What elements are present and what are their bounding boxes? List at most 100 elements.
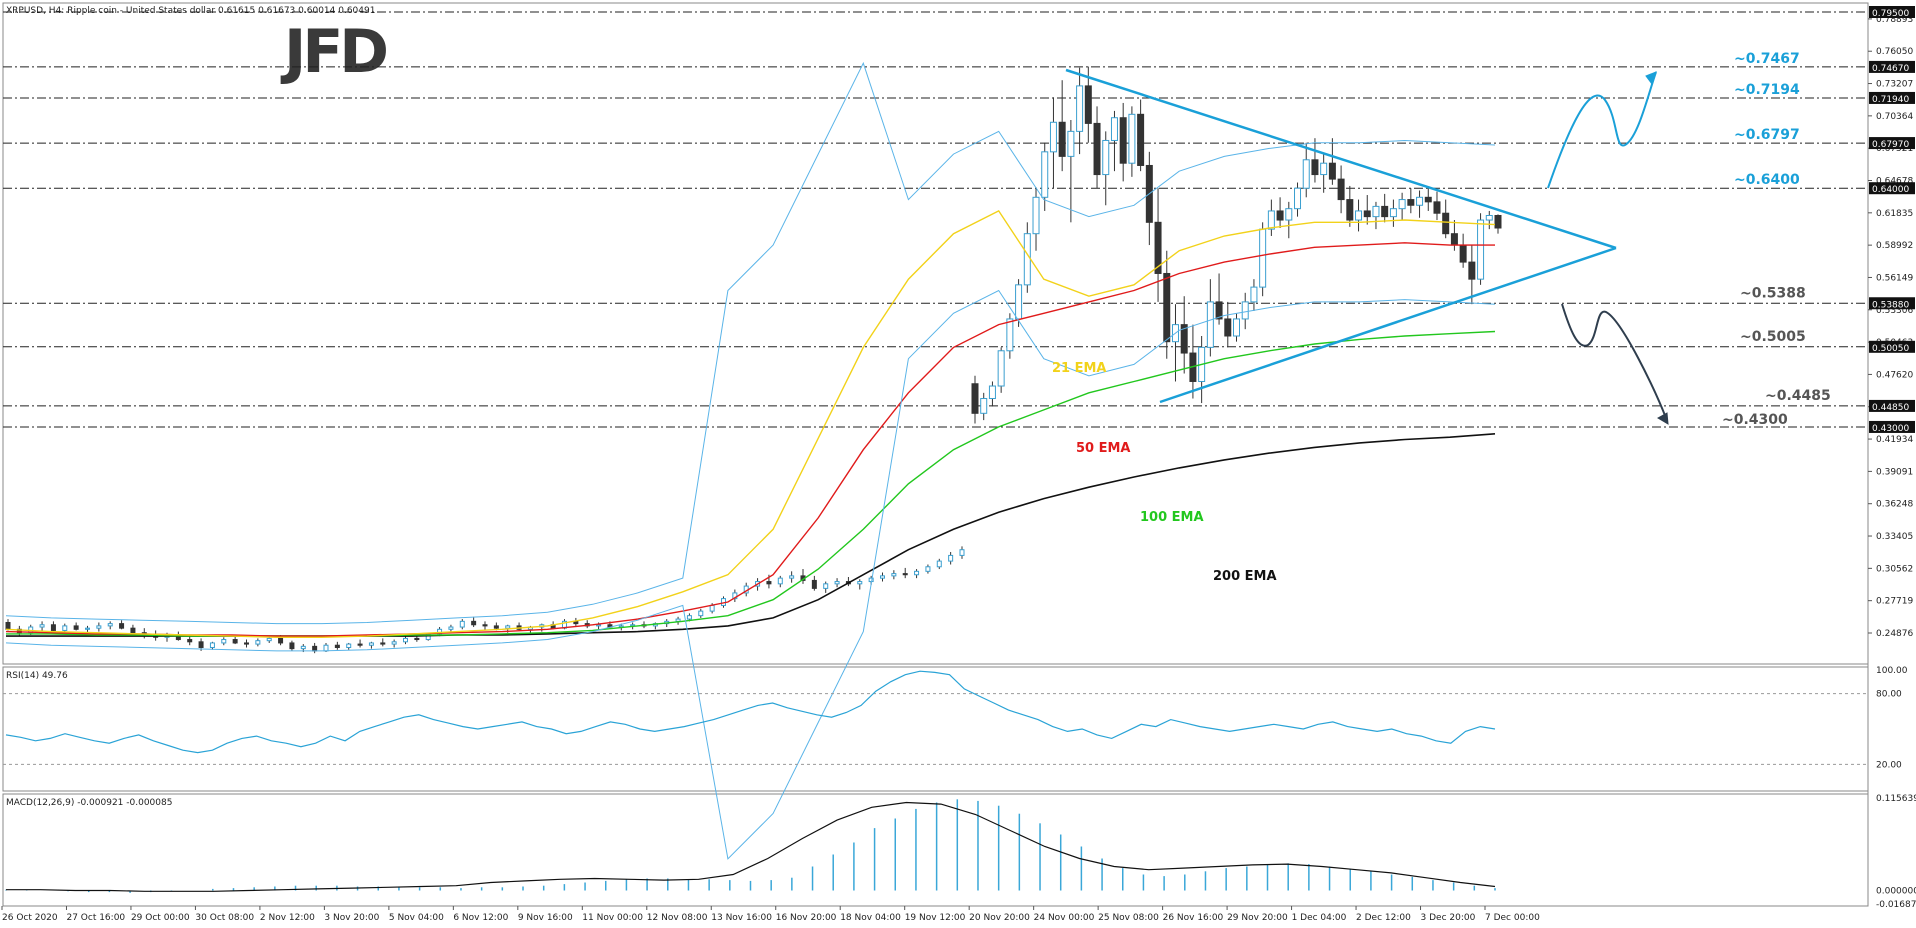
candle-bullish bbox=[914, 570, 920, 576]
candle-bearish bbox=[1363, 210, 1371, 218]
candle-bearish bbox=[198, 641, 204, 648]
jfd-logo: JFD bbox=[284, 17, 389, 87]
x-tick-label: 11 Nov 00:00 bbox=[582, 913, 643, 923]
ema-50-line bbox=[5, 242, 1495, 637]
level-price-tag bbox=[1869, 420, 1915, 433]
x-tick-label: 20 Nov 20:00 bbox=[969, 913, 1030, 923]
candle-bearish bbox=[1442, 212, 1450, 235]
x-tick-label: 26 Nov 16:00 bbox=[1163, 913, 1224, 923]
candle-bullish bbox=[505, 625, 511, 629]
candle-bearish bbox=[1468, 261, 1476, 280]
candle-bearish bbox=[244, 642, 249, 645]
ema-21-line bbox=[5, 209, 1496, 638]
candle-bearish bbox=[971, 383, 979, 414]
candle-bearish bbox=[414, 637, 420, 641]
candle-bullish bbox=[709, 604, 715, 612]
candle-bullish bbox=[880, 575, 885, 579]
x-tick-label: 29 Oct 00:00 bbox=[131, 913, 190, 923]
candle-bearish bbox=[1154, 221, 1162, 274]
candle-bearish bbox=[232, 639, 238, 644]
candle-bearish bbox=[766, 581, 772, 585]
candle-bullish bbox=[789, 575, 795, 579]
x-tick-label: 19 Nov 12:00 bbox=[905, 913, 966, 923]
triangle-upper-trendline bbox=[1065, 68, 1617, 250]
x-tick-label: 26 Oct 2020 bbox=[2, 913, 58, 923]
ema-label: 21 EMA bbox=[1052, 361, 1107, 376]
level-price-tag-label: 0.71940 bbox=[1872, 95, 1909, 105]
y-tick-label: 0.56149 bbox=[1876, 273, 1913, 283]
candle-bullish bbox=[96, 625, 102, 629]
level-price-tag-label: 0.44850 bbox=[1872, 403, 1909, 413]
level-price-tag bbox=[1869, 399, 1915, 412]
candle-bullish bbox=[1023, 233, 1031, 286]
level-label: ~0.6400 bbox=[1734, 172, 1800, 188]
candle-bearish bbox=[289, 642, 295, 650]
candle-bearish bbox=[1084, 85, 1092, 124]
candle-bullish bbox=[777, 577, 783, 585]
y-tick-label: 0.39091 bbox=[1876, 467, 1913, 477]
candle-bearish bbox=[1119, 117, 1127, 164]
x-tick-label: 3 Nov 20:00 bbox=[324, 913, 379, 923]
candle-bullish bbox=[221, 639, 227, 644]
y-tick-label: 0.41934 bbox=[1876, 435, 1913, 445]
ema-label: 100 EMA bbox=[1140, 510, 1204, 525]
candle-bullish bbox=[323, 644, 329, 652]
candle-bullish bbox=[300, 645, 306, 650]
candle-bullish bbox=[1206, 301, 1214, 348]
level-price-tag bbox=[1869, 6, 1915, 18]
y-tick-label: 0.30562 bbox=[1876, 564, 1913, 574]
candle-bullish bbox=[988, 385, 996, 400]
x-tick-label: 3 Dec 20:00 bbox=[1421, 913, 1476, 923]
candle-bullish bbox=[1302, 159, 1310, 189]
x-tick-label: 18 Nov 04:00 bbox=[840, 913, 901, 923]
candle-bullish bbox=[1102, 139, 1110, 176]
candle-bullish bbox=[368, 642, 374, 646]
rsi-tick-label: 100.00 bbox=[1876, 666, 1908, 676]
candle-bullish bbox=[1259, 228, 1267, 288]
ema-200-line bbox=[6, 433, 1496, 637]
y-tick-label: 0.36248 bbox=[1876, 500, 1913, 510]
x-tick-label: 5 Nov 04:00 bbox=[389, 913, 444, 923]
candle-bullish bbox=[1320, 162, 1328, 176]
candle-bearish bbox=[1311, 159, 1319, 176]
candle-bullish bbox=[857, 581, 863, 585]
rsi-line bbox=[5, 670, 1496, 754]
candle-bearish bbox=[1224, 318, 1232, 337]
candle-bullish bbox=[959, 549, 965, 556]
x-tick-label: 2 Dec 12:00 bbox=[1356, 913, 1411, 923]
candle-bearish bbox=[1215, 301, 1223, 320]
candle-bearish bbox=[357, 643, 363, 646]
x-tick-label: 24 Nov 00:00 bbox=[1034, 913, 1095, 923]
bollinger-upper bbox=[5, 61, 1496, 625]
rsi-tick-label: 20.00 bbox=[1876, 760, 1902, 770]
macd-tick-label: 0.000000 bbox=[1876, 887, 1916, 897]
bearish-scenario-arrow bbox=[1561, 303, 1667, 419]
candle-bearish bbox=[811, 579, 817, 589]
candle-bullish bbox=[997, 350, 1005, 387]
y-tick-label: 0.58992 bbox=[1876, 241, 1913, 251]
level-price-tag bbox=[1869, 60, 1915, 73]
candle-bullish bbox=[1485, 214, 1493, 221]
candle-bullish bbox=[1355, 210, 1363, 221]
y-tick-label: 0.27719 bbox=[1876, 597, 1913, 607]
level-price-tag bbox=[1869, 137, 1915, 150]
y-tick-label: 0.47620 bbox=[1876, 370, 1913, 380]
rsi-tick-label: 80.00 bbox=[1876, 690, 1902, 700]
level-price-tag-label: 0.50050 bbox=[1872, 344, 1909, 354]
candle-bearish bbox=[1180, 324, 1188, 354]
level-price-tag-label: 0.64000 bbox=[1872, 185, 1909, 195]
ema-100-line bbox=[6, 330, 1496, 637]
candle-bearish bbox=[1433, 201, 1441, 214]
candle-bullish bbox=[209, 642, 215, 648]
candle-bullish bbox=[1416, 196, 1424, 206]
candle-bearish bbox=[1137, 113, 1145, 166]
bearish-arrowhead bbox=[1657, 412, 1669, 425]
y-tick-label: 0.67521 bbox=[1876, 144, 1913, 154]
bullish-scenario-arrow bbox=[1547, 71, 1657, 189]
candle-bullish bbox=[1250, 286, 1258, 303]
macd-signal-line bbox=[6, 801, 1496, 892]
y-tick-label: 0.73207 bbox=[1876, 80, 1913, 90]
candle-bullish bbox=[459, 620, 465, 628]
candle-bullish bbox=[1128, 113, 1136, 164]
